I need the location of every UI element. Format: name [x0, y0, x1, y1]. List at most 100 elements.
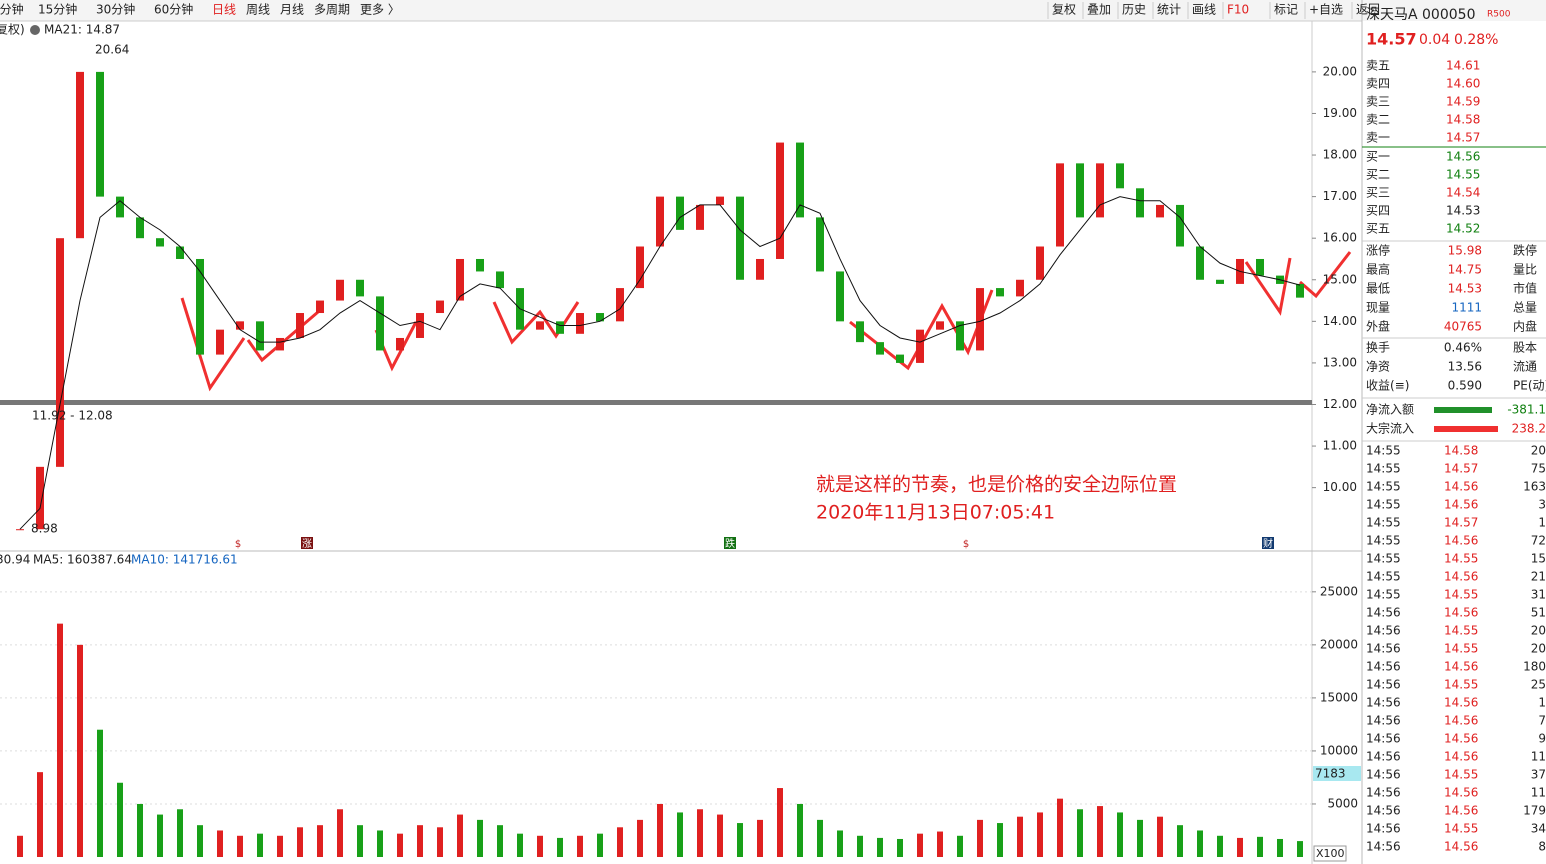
candle	[956, 321, 964, 351]
volume-bar	[357, 825, 363, 857]
indicator: 复权)	[0, 23, 25, 37]
period-tab[interactable]: 60分钟	[154, 2, 193, 17]
candle	[816, 217, 824, 272]
event-marker	[960, 537, 972, 549]
period-tab[interactable]: 月线	[280, 3, 304, 17]
volume-bar	[157, 814, 163, 857]
stat-label: 最低	[1366, 282, 1390, 296]
tool-button[interactable]: +自选	[1309, 3, 1343, 17]
current-box	[1313, 766, 1361, 781]
volume-bar	[1037, 812, 1043, 857]
high-label: 20.64	[95, 43, 129, 57]
trade-time: 14:56	[1366, 804, 1401, 818]
tool-button[interactable]: F10	[1227, 3, 1249, 17]
range-label: 11.92 - 12.08	[32, 409, 113, 423]
volume-bar	[717, 814, 723, 857]
stat-label: 收益(≡)	[1366, 379, 1409, 393]
event-marker-label: 涨	[302, 538, 312, 550]
event-marker	[301, 537, 313, 549]
volume-bar	[1077, 809, 1083, 857]
trade-time: 14:56	[1366, 750, 1401, 764]
book-price: 14.57	[1446, 131, 1480, 145]
stat-value: 1111	[1451, 301, 1482, 315]
candle	[136, 217, 144, 239]
period-tab[interactable]: 日线	[212, 3, 236, 17]
tool-button[interactable]: 画线	[1192, 3, 1216, 17]
book-label: 买五	[1366, 222, 1390, 236]
ma-label: MA21: 14.87	[44, 23, 120, 37]
book-price: 14.60	[1446, 77, 1480, 91]
y-tick-label: 15000	[1320, 690, 1358, 704]
volume-bar	[557, 837, 563, 857]
candle	[1116, 163, 1124, 189]
change: 0.04	[1419, 32, 1450, 48]
period-tab[interactable]: 多周期	[314, 3, 350, 17]
candle	[1076, 163, 1084, 218]
candle	[976, 288, 984, 351]
tool-button[interactable]: 标记	[1274, 3, 1298, 17]
trade-time: 14:56	[1366, 768, 1401, 782]
candle	[436, 300, 444, 314]
trade-price: 14.56	[1444, 714, 1478, 728]
candle	[676, 196, 684, 230]
volume-bar	[797, 803, 803, 857]
period-tab[interactable]: 5分钟	[0, 2, 24, 17]
period-tab[interactable]: 周线	[246, 3, 270, 17]
y-tick-label: 20000	[1320, 637, 1358, 651]
badge: R500	[1487, 10, 1511, 20]
tool-button[interactable]: 统计	[1157, 3, 1181, 17]
trade-volume: 9	[1538, 732, 1546, 746]
candle	[476, 258, 484, 272]
candle	[156, 238, 164, 247]
stat-label: 内盘	[1513, 319, 1537, 334]
trade-price: 14.57	[1444, 462, 1478, 476]
candle	[496, 271, 504, 289]
event-marker-label: $	[235, 539, 241, 550]
trade-time: 14:56	[1366, 714, 1401, 728]
trade-volume: 1	[1538, 516, 1546, 530]
period-tab[interactable]: 30分钟	[96, 2, 135, 17]
tool-button[interactable]: 历史	[1122, 3, 1146, 17]
volume-bar	[337, 809, 343, 857]
tool-button[interactable]: 复权	[1052, 3, 1076, 17]
trade-time: 14:56	[1366, 786, 1401, 800]
tool-button[interactable]: 叠加	[1087, 3, 1111, 17]
volume-bar	[317, 825, 323, 857]
volume-bar	[257, 833, 263, 857]
book-price: 14.59	[1446, 95, 1480, 109]
candle	[176, 246, 184, 259]
candle	[96, 71, 104, 197]
stat-value: 0.590	[1448, 379, 1482, 393]
candle	[316, 300, 324, 314]
stat-label: 市值	[1513, 281, 1537, 296]
candle	[56, 238, 64, 467]
candle	[996, 288, 1004, 297]
trade-price: 14.56	[1444, 570, 1478, 584]
trade-volume: 75	[1531, 462, 1546, 476]
flow-label: 大宗流入	[1366, 421, 1414, 436]
tool-button[interactable]: 返回	[1356, 3, 1380, 17]
candle	[736, 196, 744, 280]
y-tick-label: 19.00	[1323, 106, 1357, 120]
trade-price: 14.56	[1444, 804, 1478, 818]
event-marker	[1262, 537, 1274, 549]
trade-volume: 37	[1531, 768, 1546, 782]
candle	[1136, 188, 1144, 218]
period-tab[interactable]: 15分钟	[38, 2, 77, 17]
y-tick-label: 25000	[1320, 584, 1358, 598]
volume-bar	[1137, 819, 1143, 857]
trade-volume: 7	[1538, 714, 1546, 728]
trade-volume: 20	[1531, 642, 1546, 656]
volume-bar	[597, 833, 603, 857]
trade-price: 14.56	[1444, 534, 1478, 548]
period-tab[interactable]: 更多 〉	[360, 3, 400, 17]
y-tick-label: 14.00	[1323, 314, 1357, 328]
volume-label: MA5: 160387.64	[33, 553, 132, 567]
stat-label: 现量	[1366, 301, 1390, 315]
volume-bar	[137, 803, 143, 857]
trade-price: 14.55	[1444, 624, 1478, 638]
volume-bar	[1017, 816, 1023, 857]
volume-bar	[577, 835, 583, 857]
volume-bar	[97, 729, 103, 857]
trade-price: 14.55	[1444, 822, 1478, 836]
